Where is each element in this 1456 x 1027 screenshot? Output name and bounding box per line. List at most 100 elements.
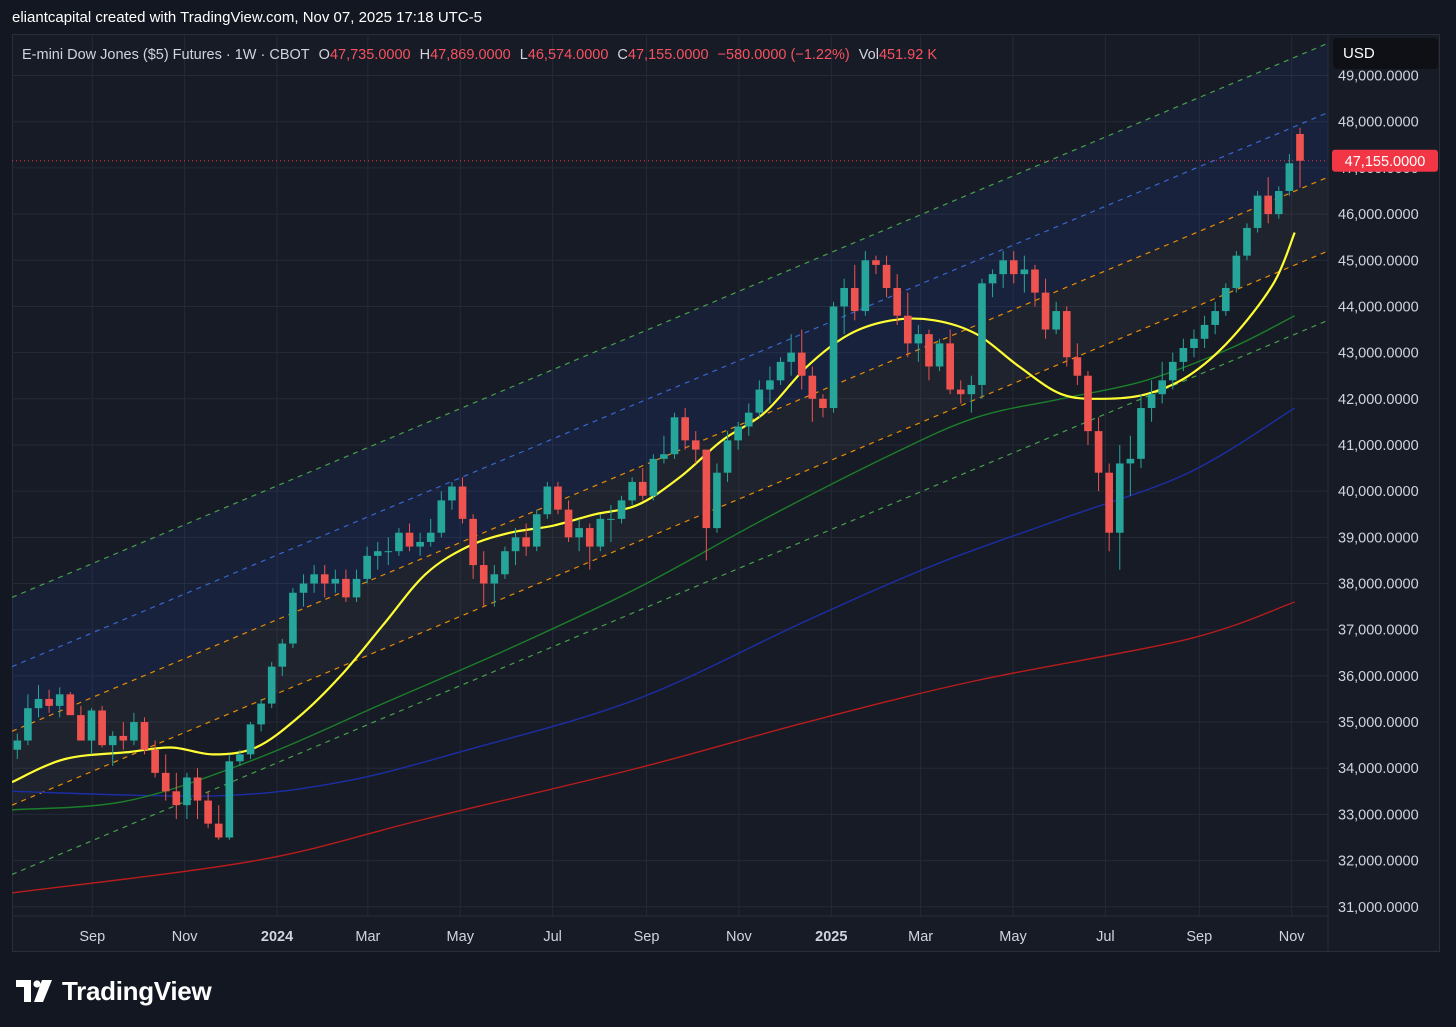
- symbol-title[interactable]: E-mini Dow Jones ($5) Futures · 1W · CBO…: [22, 47, 310, 63]
- x-tick-label: 2025: [815, 929, 847, 945]
- candle-body: [935, 343, 944, 367]
- candle-body: [501, 551, 509, 575]
- channel-line: [12, 42, 1328, 598]
- candle-body: [320, 574, 329, 584]
- channel-line: [12, 319, 1328, 875]
- candle-body: [278, 643, 287, 667]
- candle-body: [183, 777, 191, 806]
- x-axis[interactable]: Sep Nov 2024 Mar May Jul Sep Nov 2025 Mar May Jul Se…: [79, 929, 1305, 945]
- candle-body: [236, 754, 244, 762]
- candle-body: [660, 454, 668, 459]
- y-tick-label: 31,000.0000: [1338, 900, 1419, 916]
- candle-body: [1221, 287, 1230, 312]
- candle-body: [119, 735, 128, 741]
- candle-body: [596, 518, 605, 547]
- candle-body: [554, 486, 562, 510]
- y-tick-label: 39,000.0000: [1338, 530, 1419, 546]
- candle-body: [840, 287, 848, 307]
- tradingview-logo[interactable]: TradingView: [16, 976, 212, 1006]
- y-tick-label: 36,000.0000: [1338, 669, 1419, 685]
- candle-body: [893, 287, 901, 316]
- candle-body: [1115, 463, 1124, 533]
- volume-value: 451.92 K: [878, 47, 937, 63]
- channel-band: [12, 112, 1328, 732]
- y-axis[interactable]: 31,000.0000 32,000.0000 33,000.0000 34,000.…: [1338, 69, 1419, 916]
- candle-body: [511, 537, 520, 552]
- candle-body: [723, 440, 732, 473]
- currency-selector[interactable]: USD: [1333, 38, 1438, 69]
- x-tick-label: Sep: [79, 929, 105, 945]
- candle-body: [819, 398, 827, 409]
- candle-body: [331, 578, 340, 584]
- candle-body: [702, 449, 711, 529]
- candle-body: [108, 735, 117, 746]
- high-value: 47,869.0000: [430, 47, 511, 63]
- low-value: 46,574.0000: [527, 47, 609, 63]
- candle-body: [808, 375, 817, 399]
- candle-body: [967, 384, 976, 395]
- candle-body: [872, 260, 880, 265]
- candle-body: [479, 565, 488, 584]
- moving-average-line: [12, 315, 1296, 811]
- moving-averages: [12, 232, 1296, 894]
- top-bar: eliantcapital created with TradingView.c…: [0, 0, 1456, 34]
- x-tick-label: Sep: [1186, 929, 1212, 945]
- candle-body: [988, 274, 997, 284]
- candle-body: [543, 486, 552, 515]
- x-tick-label: 2024: [261, 929, 293, 945]
- y-tick-label: 49,000.0000: [1338, 69, 1419, 85]
- candle-body: [607, 518, 615, 520]
- high-label: H: [419, 47, 431, 63]
- candles: [13, 127, 1304, 840]
- candle-body: [681, 417, 689, 441]
- candle-body: [299, 583, 308, 593]
- candle-body: [1200, 324, 1209, 339]
- x-tick-label: Sep: [634, 929, 660, 945]
- moving-average-line: [12, 407, 1296, 797]
- y-tick-label: 33,000.0000: [1338, 807, 1419, 823]
- candle-body: [925, 334, 933, 367]
- candle-body: [448, 486, 456, 501]
- candle-body: [45, 698, 53, 706]
- candle-body: [1105, 472, 1113, 533]
- open-value: 47,735.0000: [329, 47, 411, 63]
- candle-body: [755, 389, 764, 413]
- grid: [12, 34, 1328, 916]
- candle-body: [734, 426, 742, 441]
- y-tick-label: 42,000.0000: [1338, 392, 1419, 408]
- candle-body: [66, 694, 75, 716]
- low-label: L: [519, 47, 528, 63]
- candle-body: [882, 264, 891, 288]
- close-value: 47,155.0000: [627, 47, 709, 63]
- candle-body: [638, 481, 647, 496]
- candle-body: [363, 555, 371, 579]
- candle-body: [24, 708, 32, 741]
- candle-body: [1084, 375, 1092, 432]
- candle-body: [914, 334, 923, 344]
- y-tick-label: 48,000.0000: [1338, 115, 1419, 131]
- candle-body: [1062, 311, 1071, 358]
- candle-body: [458, 486, 467, 519]
- candle-body: [946, 343, 954, 390]
- candle-body: [1126, 458, 1135, 464]
- y-tick-label: 40,000.0000: [1338, 484, 1419, 500]
- x-tick-label: Jul: [543, 929, 562, 945]
- candle-body: [670, 417, 679, 455]
- price-chart[interactable]: 31,000.0000 32,000.0000 33,000.0000 34,000.…: [12, 34, 1440, 952]
- y-tick-label: 43,000.0000: [1338, 346, 1419, 362]
- candle-body: [13, 740, 22, 750]
- channel-band: [12, 43, 1328, 667]
- candle-body: [999, 260, 1007, 275]
- change-value: −580.0000 (−1.22%): [717, 47, 850, 63]
- candle-body: [1211, 311, 1219, 325]
- last-price-label: 47,155.0000: [1345, 154, 1426, 170]
- y-tick-label: 44,000.0000: [1338, 299, 1419, 315]
- candle-body: [193, 777, 202, 801]
- candle-body: [1190, 338, 1198, 349]
- last-price-tag: 47,155.0000: [1332, 149, 1438, 172]
- symbol-legend[interactable]: E-mini Dow Jones ($5) Futures · 1W · CBO…: [22, 47, 937, 63]
- candle-body: [373, 551, 382, 556]
- candle-body: [34, 698, 43, 709]
- candle-body: [490, 574, 499, 584]
- candle-body: [776, 361, 785, 381]
